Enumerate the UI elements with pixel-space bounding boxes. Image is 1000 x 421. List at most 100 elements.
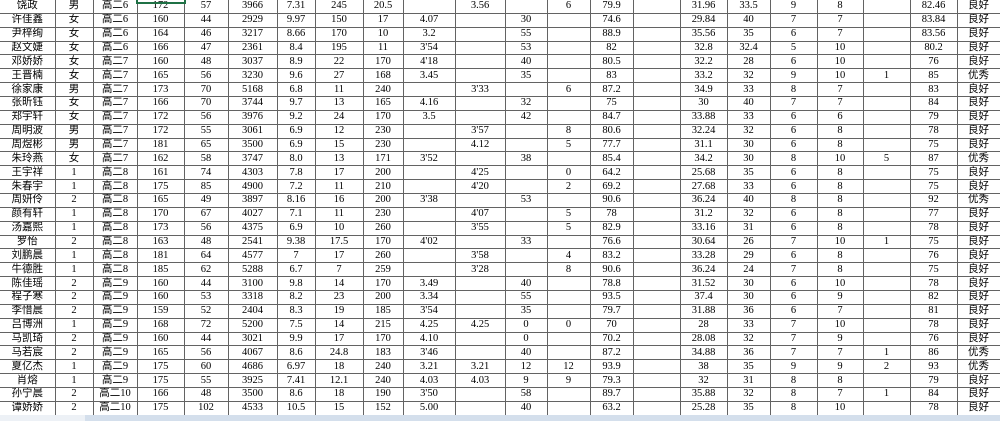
- cell-score-5[interactable]: 7: [816, 345, 864, 361]
- cell-vital-capacity[interactable]: 4686: [227, 359, 278, 375]
- cell-sprint-50m[interactable]: 8.66: [276, 26, 316, 42]
- cell-bonus[interactable]: [862, 248, 911, 264]
- cell-grade[interactable]: 良好: [956, 0, 1000, 14]
- cell-score-2[interactable]: 28: [679, 317, 728, 333]
- cell-vital-capacity[interactable]: 5168: [227, 82, 278, 97]
- cell-sprint-50m[interactable]: 9.6: [276, 68, 316, 84]
- cell-score-5[interactable]: 8: [816, 220, 864, 236]
- cell-name[interactable]: 周明波: [0, 123, 56, 139]
- cell-test-b[interactable]: 152: [362, 400, 404, 417]
- cell-total[interactable]: 85: [909, 68, 958, 84]
- cell-bonus[interactable]: 1: [862, 387, 911, 402]
- cell-vital-capacity[interactable]: 3100: [227, 276, 278, 292]
- cell-score-1[interactable]: 80.6: [589, 123, 634, 139]
- cell-reps-2[interactable]: [546, 345, 591, 361]
- cell-name[interactable]: 马若宸: [0, 345, 56, 361]
- cell-weight[interactable]: 53: [183, 290, 229, 305]
- cell-reps-1[interactable]: 35: [504, 303, 548, 319]
- cell-vital-capacity[interactable]: 3897: [227, 193, 278, 208]
- cell-vital-capacity[interactable]: 3747: [227, 151, 278, 167]
- cell-reps-2[interactable]: [546, 193, 591, 208]
- cell-endurance-time-1[interactable]: 3.2: [402, 26, 456, 42]
- cell-reps-1[interactable]: 53: [504, 40, 548, 56]
- cell-reps-2[interactable]: 2: [546, 179, 591, 194]
- cell-score-3[interactable]: 29: [726, 248, 771, 264]
- cell-gender[interactable]: 2: [54, 303, 94, 319]
- cell-grade[interactable]: 良好: [956, 40, 1000, 56]
- cell-endurance-time-2[interactable]: [454, 54, 506, 70]
- cell-grade[interactable]: 良好: [956, 54, 1000, 70]
- cell-height[interactable]: 162: [136, 151, 185, 167]
- cell-vital-capacity[interactable]: 4303: [227, 165, 278, 181]
- cell-total[interactable]: 78: [909, 123, 958, 139]
- horizontal-scrollbar[interactable]: [0, 415, 1000, 421]
- cell-score-4[interactable]: 9: [769, 68, 818, 84]
- cell-sprint-50m[interactable]: 7.31: [276, 0, 316, 14]
- cell-endurance-time-1[interactable]: 4.07: [402, 12, 456, 28]
- cell-grade[interactable]: 良好: [956, 179, 1000, 194]
- cell-grade[interactable]: 良好: [956, 331, 1000, 347]
- cell-score-1[interactable]: 83.2: [589, 248, 634, 264]
- cell-weight[interactable]: 56: [183, 109, 229, 125]
- cell-weight[interactable]: 56: [183, 345, 229, 361]
- cell-score-4[interactable]: 6: [769, 123, 818, 139]
- cell-score-3[interactable]: 32: [726, 68, 771, 84]
- cell-test-b[interactable]: 168: [362, 68, 404, 84]
- cell-weight[interactable]: 46: [183, 26, 229, 42]
- cell-weight[interactable]: 70: [183, 95, 229, 111]
- cell-blank-1[interactable]: [632, 137, 681, 153]
- cell-name[interactable]: 周妍伶: [0, 193, 56, 208]
- cell-test-b[interactable]: 11: [362, 40, 404, 56]
- cell-endurance-time-2[interactable]: [454, 234, 506, 250]
- cell-test-b[interactable]: 240: [362, 82, 404, 97]
- cell-score-4[interactable]: 6: [769, 248, 818, 264]
- cell-test-a[interactable]: 18: [314, 387, 364, 402]
- cell-score-1[interactable]: 64.2: [589, 165, 634, 181]
- cell-test-a[interactable]: 11: [314, 82, 364, 97]
- cell-blank-1[interactable]: [632, 40, 681, 56]
- cell-height[interactable]: 181: [136, 137, 185, 153]
- cell-score-2[interactable]: 25.28: [679, 400, 728, 417]
- cell-height[interactable]: 164: [136, 26, 185, 42]
- cell-reps-1[interactable]: 0: [504, 331, 548, 347]
- cell-score-5[interactable]: 8: [816, 373, 864, 389]
- cell-gender[interactable]: 2: [54, 276, 94, 292]
- cell-score-5[interactable]: 6: [816, 109, 864, 125]
- cell-class[interactable]: 高二8: [92, 234, 138, 250]
- cell-name[interactable]: 邓娇娇: [0, 54, 56, 70]
- cell-reps-2[interactable]: [546, 54, 591, 70]
- cell-score-2[interactable]: 28.08: [679, 331, 728, 347]
- cell-test-b[interactable]: 259: [362, 262, 404, 278]
- cell-weight[interactable]: 72: [183, 317, 229, 333]
- cell-test-b[interactable]: 215: [362, 317, 404, 333]
- cell-endurance-time-1[interactable]: 3'52: [402, 151, 456, 167]
- cell-total[interactable]: 82: [909, 290, 958, 305]
- cell-reps-1[interactable]: 12: [504, 359, 548, 375]
- cell-reps-2[interactable]: 6: [546, 82, 591, 97]
- cell-bonus[interactable]: 1: [862, 68, 911, 84]
- cell-name[interactable]: 罗怡: [0, 234, 56, 250]
- cell-test-b[interactable]: 170: [362, 109, 404, 125]
- cell-score-3[interactable]: 35: [726, 165, 771, 181]
- cell-endurance-time-2[interactable]: 4'25: [454, 165, 506, 181]
- cell-weight[interactable]: 47: [183, 40, 229, 56]
- cell-score-4[interactable]: 5: [769, 40, 818, 56]
- cell-score-5[interactable]: 8: [816, 262, 864, 278]
- cell-test-b[interactable]: 260: [362, 220, 404, 236]
- cell-score-5[interactable]: 8: [816, 206, 864, 222]
- cell-score-4[interactable]: 8: [769, 400, 818, 417]
- cell-score-4[interactable]: 8: [769, 151, 818, 167]
- cell-vital-capacity[interactable]: 3925: [227, 373, 278, 389]
- active-cell-selection-border[interactable]: [136, 0, 186, 4]
- cell-score-4[interactable]: 6: [769, 303, 818, 319]
- cell-score-2[interactable]: 38: [679, 359, 728, 375]
- cell-class[interactable]: 高二10: [92, 400, 138, 417]
- cell-sprint-50m[interactable]: 9.8: [276, 276, 316, 292]
- cell-grade[interactable]: 良好: [956, 303, 1000, 319]
- cell-class[interactable]: 高二9: [92, 331, 138, 347]
- cell-score-3[interactable]: 36: [726, 345, 771, 361]
- cell-test-a[interactable]: 17: [314, 331, 364, 347]
- cell-sprint-50m[interactable]: 9.9: [276, 331, 316, 347]
- cell-class[interactable]: 高二8: [92, 165, 138, 181]
- cell-endurance-time-1[interactable]: 3.5: [402, 109, 456, 125]
